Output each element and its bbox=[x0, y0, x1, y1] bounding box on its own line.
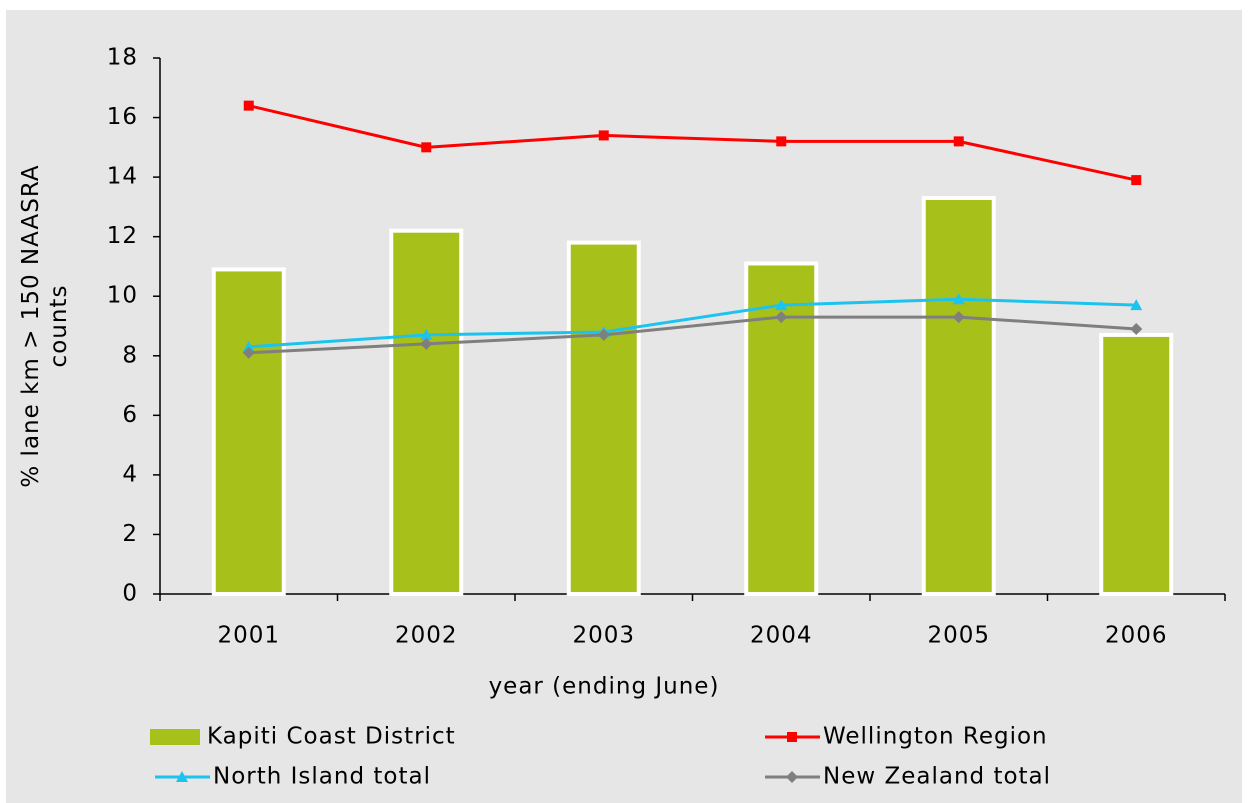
legend-label: Kapiti Coast District bbox=[207, 724, 456, 750]
legend-label: New Zealand total bbox=[823, 764, 1051, 790]
bar bbox=[211, 267, 286, 596]
point bbox=[420, 337, 433, 350]
point bbox=[1131, 175, 1142, 186]
x-tick-label: 2001 bbox=[217, 623, 280, 649]
y-tick-label: 8 bbox=[122, 342, 138, 368]
point bbox=[776, 136, 787, 147]
y-tick-label: 12 bbox=[107, 223, 138, 249]
bar bbox=[1099, 332, 1174, 596]
x-axis-title: year (ending June) bbox=[489, 674, 720, 700]
legend-marker bbox=[787, 732, 797, 742]
point bbox=[420, 328, 433, 340]
y-tick-label: 16 bbox=[107, 104, 138, 130]
legend-marker bbox=[786, 771, 798, 783]
y-tick-label: 0 bbox=[122, 581, 138, 607]
y-axis-title: % lane km > 150 NAASRAcounts bbox=[18, 164, 72, 487]
point bbox=[1130, 322, 1143, 335]
x-tick-label: 2006 bbox=[1105, 623, 1168, 649]
point bbox=[952, 293, 965, 305]
point bbox=[243, 100, 254, 111]
point bbox=[775, 311, 788, 324]
line bbox=[248, 104, 1137, 182]
point bbox=[242, 346, 255, 359]
bar bbox=[389, 228, 464, 596]
y-tick-label: 4 bbox=[122, 461, 138, 487]
x-tick-label: 2005 bbox=[927, 623, 990, 649]
y-tick-label: 18 bbox=[107, 45, 138, 71]
y-tick-label: 2 bbox=[122, 521, 138, 547]
legend-marker bbox=[176, 771, 188, 782]
y-tick-label: 6 bbox=[122, 402, 138, 428]
y-tick-label: 10 bbox=[107, 283, 138, 309]
point bbox=[775, 299, 788, 311]
point bbox=[597, 328, 610, 341]
legend-swatch bbox=[150, 729, 200, 745]
legend-label: Wellington Region bbox=[823, 724, 1048, 750]
point bbox=[598, 130, 609, 141]
line bbox=[248, 297, 1137, 349]
point bbox=[953, 136, 964, 147]
point bbox=[421, 142, 432, 153]
point bbox=[1130, 299, 1143, 311]
point bbox=[242, 340, 255, 352]
bar bbox=[921, 195, 996, 596]
line bbox=[248, 315, 1137, 355]
bar bbox=[566, 240, 641, 596]
x-tick-label: 2002 bbox=[395, 623, 458, 649]
x-tick-label: 2004 bbox=[750, 623, 813, 649]
x-tick-label: 2003 bbox=[572, 623, 635, 649]
y-tick-label: 14 bbox=[107, 164, 138, 190]
legend-label: North Island total bbox=[213, 764, 431, 790]
point bbox=[952, 311, 965, 324]
